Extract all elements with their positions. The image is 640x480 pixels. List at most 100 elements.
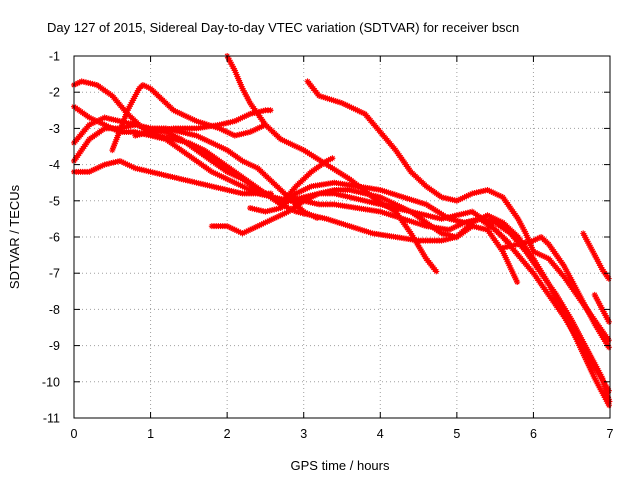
data-point xyxy=(383,210,390,217)
data-point xyxy=(262,219,269,226)
data-point xyxy=(187,115,194,122)
data-point xyxy=(214,171,221,178)
data-point xyxy=(283,204,290,211)
data-point xyxy=(195,133,202,140)
data-point xyxy=(352,106,359,113)
data-point xyxy=(404,195,411,202)
data-point xyxy=(509,268,516,275)
data-point xyxy=(528,244,535,251)
y-tick-label: -10 xyxy=(42,375,60,389)
data-point xyxy=(283,138,290,145)
data-point xyxy=(328,96,335,103)
data-point xyxy=(123,109,130,116)
data-point xyxy=(241,113,248,120)
data-point xyxy=(216,172,223,179)
data-point xyxy=(224,223,231,230)
data-point xyxy=(264,218,271,225)
data-point xyxy=(414,198,421,205)
data-point xyxy=(587,352,594,359)
data-point xyxy=(332,218,339,225)
data-point xyxy=(604,392,611,399)
data-point xyxy=(72,81,79,88)
data-point xyxy=(214,142,221,149)
data-point xyxy=(93,118,100,125)
data-point xyxy=(267,107,274,114)
data-point xyxy=(346,103,353,110)
data-point xyxy=(379,195,386,202)
data-point xyxy=(346,223,353,230)
data-point xyxy=(502,254,509,261)
data-point xyxy=(503,256,510,263)
data-point xyxy=(325,216,332,223)
data-point xyxy=(396,203,403,210)
data-point xyxy=(410,219,417,226)
data-point xyxy=(252,224,259,231)
data-point xyxy=(570,280,577,287)
data-point xyxy=(237,182,244,189)
data-point xyxy=(557,304,564,311)
data-point xyxy=(390,200,397,207)
x-tick-label: 7 xyxy=(607,427,614,441)
data-point xyxy=(419,200,426,207)
data-point xyxy=(226,129,233,136)
data-point xyxy=(598,264,605,271)
data-point xyxy=(216,143,223,150)
data-point xyxy=(359,227,366,234)
data-point xyxy=(185,114,192,121)
data-point xyxy=(323,215,330,222)
data-point xyxy=(231,179,238,186)
data-point xyxy=(122,113,129,120)
data-point xyxy=(581,342,588,349)
data-point xyxy=(296,188,303,195)
data-point xyxy=(494,216,501,223)
data-point xyxy=(584,238,591,245)
data-point xyxy=(193,118,200,125)
data-point xyxy=(252,164,259,171)
data-point xyxy=(233,180,240,187)
data-point xyxy=(226,57,233,64)
data-point xyxy=(508,266,515,273)
data-point xyxy=(135,87,142,94)
data-point xyxy=(254,223,261,230)
data-point xyxy=(589,355,596,362)
data-point xyxy=(572,324,579,331)
data-point xyxy=(130,164,137,171)
data-point xyxy=(176,135,183,142)
data-point xyxy=(90,167,97,174)
data-point xyxy=(574,328,581,335)
data-point xyxy=(394,202,401,209)
data-point xyxy=(105,123,112,130)
data-point xyxy=(277,136,284,143)
data-point xyxy=(254,186,261,193)
data-point xyxy=(250,163,257,170)
data-point xyxy=(574,288,581,295)
data-point xyxy=(584,358,591,365)
data-point xyxy=(243,185,250,192)
data-point xyxy=(580,340,587,347)
data-point xyxy=(416,221,423,228)
data-point xyxy=(522,230,529,237)
data-point xyxy=(581,352,588,359)
data-point xyxy=(218,173,225,180)
data-point xyxy=(421,222,428,229)
data-point xyxy=(521,228,528,235)
data-point xyxy=(128,163,135,170)
data-point xyxy=(193,132,200,139)
data-point xyxy=(575,289,582,296)
data-point xyxy=(562,264,569,271)
data-point xyxy=(565,270,572,277)
data-point xyxy=(600,308,607,315)
data-point xyxy=(451,224,458,231)
data-point xyxy=(603,389,610,396)
data-point xyxy=(275,213,282,220)
data-point xyxy=(570,321,577,328)
y-tick-label: -9 xyxy=(49,339,60,353)
data-point xyxy=(584,360,591,367)
data-point xyxy=(312,214,319,221)
data-point xyxy=(593,296,600,303)
data-point xyxy=(250,127,257,134)
data-point xyxy=(585,362,592,369)
data-point xyxy=(226,176,233,183)
data-point xyxy=(586,311,593,318)
